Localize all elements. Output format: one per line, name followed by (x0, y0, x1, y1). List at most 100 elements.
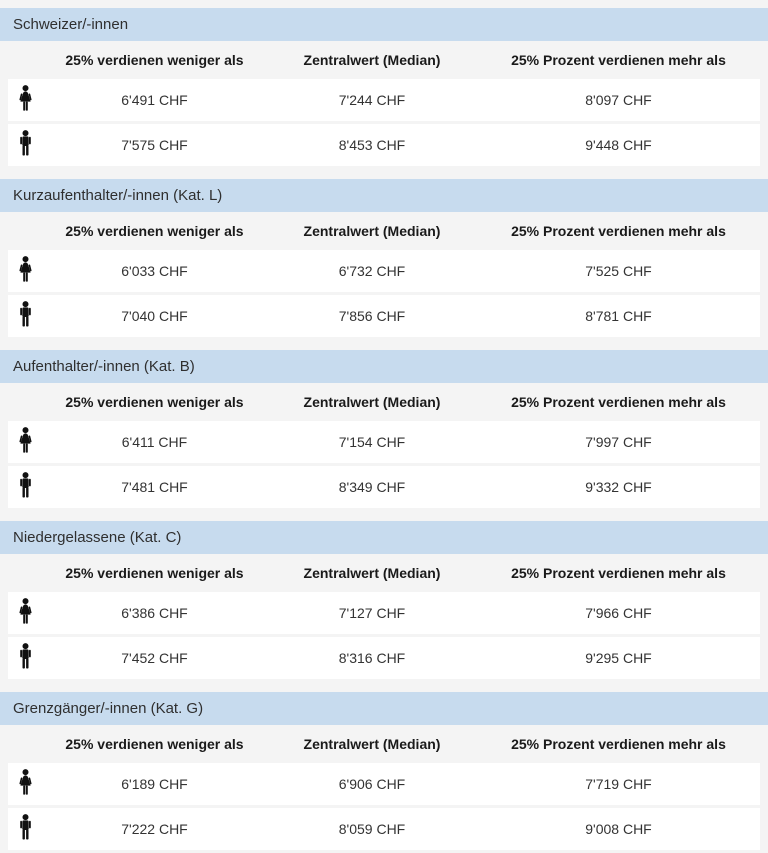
gender-cell (8, 421, 42, 463)
gender-cell (8, 79, 42, 121)
column-header-row: 25% verdienen weniger als Zentralwert (M… (8, 558, 760, 589)
salary-table: 25% verdienen weniger als Zentralwert (M… (8, 555, 760, 682)
section-title: Aufenthalter/-innen (Kat. B) (0, 350, 768, 383)
col-header-lower-quartile: 25% verdienen weniger als (65, 736, 244, 752)
value-median: 7'127 CHF (267, 592, 477, 634)
value-lower-quartile: 7'040 CHF (42, 295, 267, 337)
gender-cell (8, 763, 42, 805)
female-person-icon (17, 85, 34, 111)
category-section: Kurzaufenthalter/-innen (Kat. L) 25% ver… (0, 179, 768, 340)
value-median: 8'453 CHF (267, 124, 477, 166)
gender-cell (8, 295, 42, 337)
category-section: Niedergelassene (Kat. C) 25% verdienen w… (0, 521, 768, 682)
col-header-upper-quartile: 25% Prozent verdienen mehr als (511, 52, 726, 68)
table-row-female: 6'491 CHF 7'244 CHF 8'097 CHF (8, 79, 760, 121)
value-upper-quartile: 8'097 CHF (477, 79, 760, 121)
value-upper-quartile: 8'781 CHF (477, 295, 760, 337)
value-lower-quartile: 7'575 CHF (42, 124, 267, 166)
column-header-row: 25% verdienen weniger als Zentralwert (M… (8, 387, 760, 418)
col-header-lower-quartile: 25% verdienen weniger als (65, 52, 244, 68)
value-lower-quartile: 7'481 CHF (42, 466, 267, 508)
column-header-row: 25% verdienen weniger als Zentralwert (M… (8, 729, 760, 760)
table-row-female: 6'386 CHF 7'127 CHF 7'966 CHF (8, 592, 760, 634)
value-lower-quartile: 6'491 CHF (42, 79, 267, 121)
value-upper-quartile: 9'332 CHF (477, 466, 760, 508)
female-person-icon (17, 427, 34, 453)
female-person-icon (17, 769, 34, 795)
category-section: Grenzgänger/-innen (Kat. G) 25% verdiene… (0, 692, 768, 853)
value-upper-quartile: 9'448 CHF (477, 124, 760, 166)
col-header-lower-quartile: 25% verdienen weniger als (65, 223, 244, 239)
female-person-icon (17, 256, 34, 282)
male-person-icon (17, 130, 34, 156)
category-section: Aufenthalter/-innen (Kat. B) 25% verdien… (0, 350, 768, 511)
col-header-upper-quartile: 25% Prozent verdienen mehr als (511, 394, 726, 410)
value-median: 7'154 CHF (267, 421, 477, 463)
col-header-lower-quartile: 25% verdienen weniger als (65, 394, 244, 410)
male-person-icon (17, 643, 34, 669)
col-header-lower-quartile: 25% verdienen weniger als (65, 565, 244, 581)
male-person-icon (17, 472, 34, 498)
gender-column-header (8, 558, 42, 589)
salary-table: 25% verdienen weniger als Zentralwert (M… (8, 726, 760, 853)
col-header-median: Zentralwert (Median) (303, 52, 441, 68)
section-title: Schweizer/-innen (0, 8, 768, 41)
section-title: Grenzgänger/-innen (Kat. G) (0, 692, 768, 725)
col-header-upper-quartile: 25% Prozent verdienen mehr als (511, 565, 726, 581)
value-median: 8'349 CHF (267, 466, 477, 508)
column-header-row: 25% verdienen weniger als Zentralwert (M… (8, 45, 760, 76)
gender-cell (8, 592, 42, 634)
table-row-male: 7'040 CHF 7'856 CHF 8'781 CHF (8, 295, 760, 337)
value-median: 7'244 CHF (267, 79, 477, 121)
table-row-male: 7'452 CHF 8'316 CHF 9'295 CHF (8, 637, 760, 679)
value-lower-quartile: 6'033 CHF (42, 250, 267, 292)
col-header-upper-quartile: 25% Prozent verdienen mehr als (511, 736, 726, 752)
value-lower-quartile: 7'452 CHF (42, 637, 267, 679)
category-section: Schweizer/-innen 25% verdienen weniger a… (0, 8, 768, 169)
col-header-median: Zentralwert (Median) (303, 394, 441, 410)
salary-table: 25% verdienen weniger als Zentralwert (M… (8, 213, 760, 340)
col-header-median: Zentralwert (Median) (303, 223, 441, 239)
value-median: 6'732 CHF (267, 250, 477, 292)
table-row-male: 7'575 CHF 8'453 CHF 9'448 CHF (8, 124, 760, 166)
value-median: 8'059 CHF (267, 808, 477, 850)
male-person-icon (17, 814, 34, 840)
value-lower-quartile: 6'189 CHF (42, 763, 267, 805)
value-lower-quartile: 6'386 CHF (42, 592, 267, 634)
col-header-median: Zentralwert (Median) (303, 736, 441, 752)
value-upper-quartile: 7'525 CHF (477, 250, 760, 292)
gender-column-header (8, 729, 42, 760)
value-lower-quartile: 7'222 CHF (42, 808, 267, 850)
value-upper-quartile: 7'966 CHF (477, 592, 760, 634)
value-lower-quartile: 6'411 CHF (42, 421, 267, 463)
male-person-icon (17, 301, 34, 327)
salary-table: 25% verdienen weniger als Zentralwert (M… (8, 42, 760, 169)
table-row-female: 6'411 CHF 7'154 CHF 7'997 CHF (8, 421, 760, 463)
gender-column-header (8, 216, 42, 247)
table-row-male: 7'481 CHF 8'349 CHF 9'332 CHF (8, 466, 760, 508)
salary-table: 25% verdienen weniger als Zentralwert (M… (8, 384, 760, 511)
sections-container: Schweizer/-innen 25% verdienen weniger a… (0, 8, 768, 853)
column-header-row: 25% verdienen weniger als Zentralwert (M… (8, 216, 760, 247)
col-header-median: Zentralwert (Median) (303, 565, 441, 581)
value-upper-quartile: 9'008 CHF (477, 808, 760, 850)
gender-cell (8, 124, 42, 166)
value-median: 8'316 CHF (267, 637, 477, 679)
table-row-female: 6'189 CHF 6'906 CHF 7'719 CHF (8, 763, 760, 805)
gender-column-header (8, 387, 42, 418)
gender-cell (8, 466, 42, 508)
gender-column-header (8, 45, 42, 76)
section-title: Kurzaufenthalter/-innen (Kat. L) (0, 179, 768, 212)
gender-cell (8, 808, 42, 850)
gender-cell (8, 637, 42, 679)
section-title: Niedergelassene (Kat. C) (0, 521, 768, 554)
value-upper-quartile: 9'295 CHF (477, 637, 760, 679)
value-median: 7'856 CHF (267, 295, 477, 337)
col-header-upper-quartile: 25% Prozent verdienen mehr als (511, 223, 726, 239)
gender-cell (8, 250, 42, 292)
value-median: 6'906 CHF (267, 763, 477, 805)
female-person-icon (17, 598, 34, 624)
table-row-male: 7'222 CHF 8'059 CHF 9'008 CHF (8, 808, 760, 850)
value-upper-quartile: 7'719 CHF (477, 763, 760, 805)
